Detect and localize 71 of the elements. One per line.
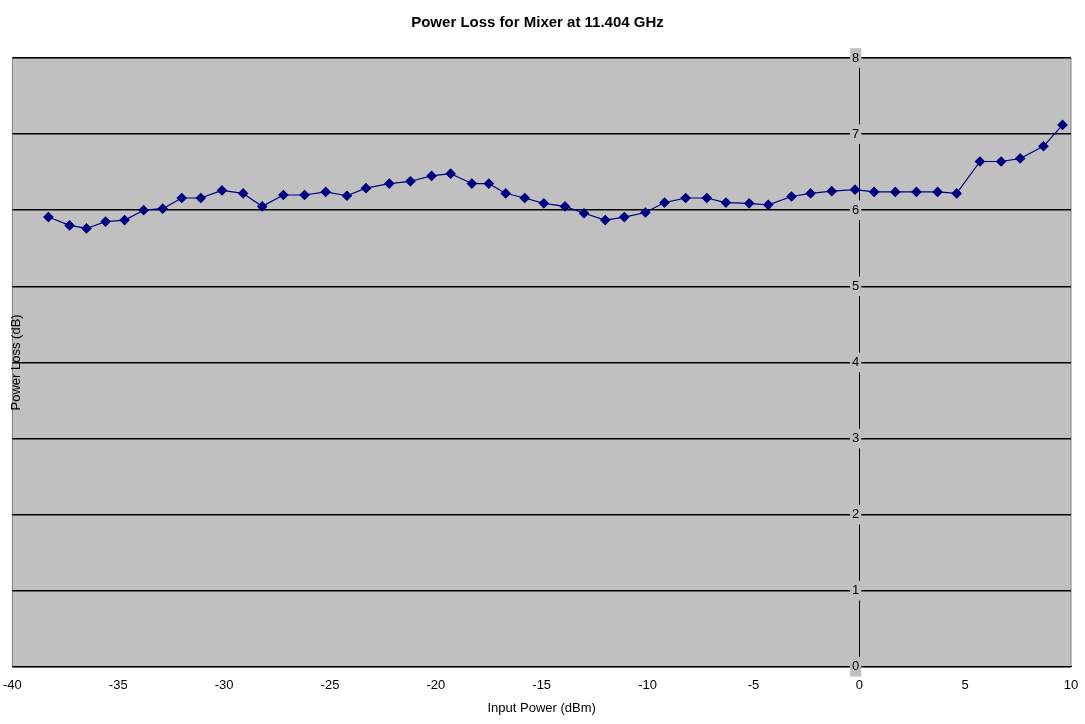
point <box>426 170 437 182</box>
x-tick-label: 10 <box>1063 677 1079 693</box>
y-tick-label: 3 <box>852 430 860 446</box>
x-tick-label: -35 <box>108 677 128 693</box>
y-tick-label: 0 <box>852 658 860 674</box>
point <box>138 205 149 216</box>
x-tick-label: 5 <box>961 677 969 693</box>
point <box>360 183 372 194</box>
y-tick-label: 2 <box>852 506 860 522</box>
point <box>278 189 289 201</box>
point <box>826 186 837 197</box>
point <box>43 211 54 223</box>
point <box>81 223 92 234</box>
point <box>559 201 571 212</box>
y-tick-label: 4 <box>852 353 860 369</box>
point <box>119 214 130 226</box>
point <box>257 201 268 212</box>
point <box>445 168 456 179</box>
point <box>216 185 228 196</box>
point <box>849 184 861 195</box>
point <box>384 178 395 189</box>
point <box>763 199 774 210</box>
y-tick-label: 5 <box>852 277 860 293</box>
point <box>619 211 630 223</box>
point <box>911 186 922 198</box>
point <box>64 220 75 231</box>
point <box>786 191 797 202</box>
x-tick-label: -25 <box>320 677 340 693</box>
y-tick-label: 7 <box>852 125 860 141</box>
point <box>805 188 816 199</box>
y-axis-title: Power Loss (dB) <box>7 314 23 411</box>
point <box>195 192 206 204</box>
point <box>701 192 712 204</box>
x-tick-label: -5 <box>747 677 760 693</box>
point <box>341 190 353 201</box>
point <box>483 178 494 189</box>
point <box>680 192 691 204</box>
point <box>405 176 416 187</box>
point <box>157 203 168 214</box>
point <box>600 214 611 226</box>
point <box>320 186 331 198</box>
x-axis-title: Input Power (dBm) <box>487 699 596 715</box>
point <box>720 197 731 208</box>
point <box>500 188 511 199</box>
point <box>538 198 549 209</box>
point <box>932 186 943 198</box>
point <box>640 207 651 218</box>
point <box>299 189 310 201</box>
x-tick-label: -15 <box>532 677 552 693</box>
point <box>1038 141 1049 152</box>
point <box>659 197 670 208</box>
point <box>1015 153 1026 164</box>
y-tick-label: 6 <box>852 201 860 217</box>
point <box>869 186 880 198</box>
point <box>466 178 477 189</box>
x-tick-label: -10 <box>638 677 657 693</box>
point <box>238 188 249 199</box>
point <box>890 186 901 198</box>
point <box>996 156 1007 167</box>
point <box>519 192 530 204</box>
point <box>578 208 590 219</box>
point <box>744 198 755 209</box>
point <box>100 216 111 227</box>
point <box>951 188 962 199</box>
point <box>176 192 187 204</box>
y-tick-label: 1 <box>852 582 860 598</box>
chart-title: Power Loss for Mixer at 11.404 GHz <box>411 13 664 31</box>
x-tick-label: -30 <box>214 677 234 693</box>
x-tick-label: -20 <box>426 677 446 693</box>
x-tick-label: -40 <box>3 677 22 693</box>
y-tick-label: 8 <box>852 49 860 65</box>
